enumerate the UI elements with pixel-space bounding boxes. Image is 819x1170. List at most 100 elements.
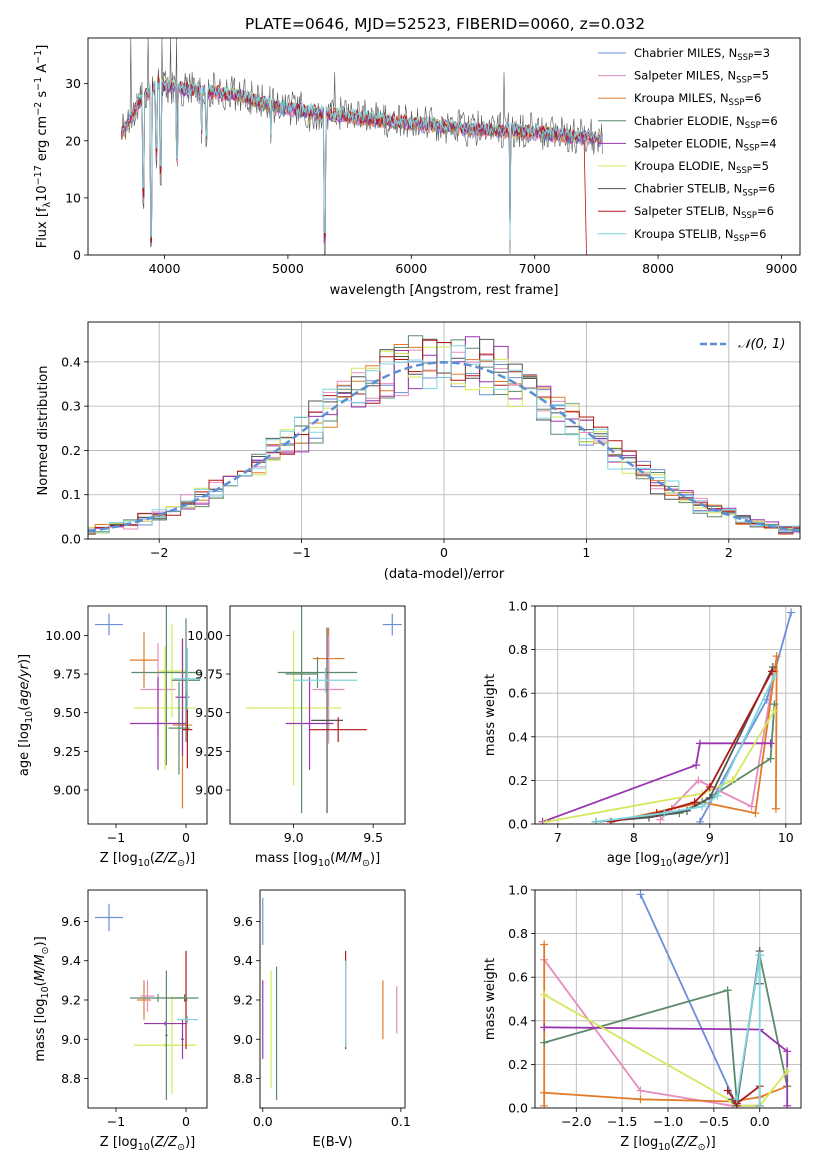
y-tick-label: 9.2: [61, 992, 81, 1007]
x-tick-label: 9.0: [284, 830, 304, 845]
mass-weight-line-3: [543, 944, 788, 1106]
axes-frame: [87, 889, 208, 1109]
mass-weight-marker: [540, 940, 549, 949]
plot-area: [535, 606, 801, 824]
spectrum-line-1: [120, 80, 603, 243]
plot-area: [88, 322, 800, 539]
normal-curve: [88, 361, 800, 533]
legend-label: Kroupa STELIB, NSSP=6: [634, 227, 766, 244]
chart-panel-3: −1 0 9.00 9.25 9.50 9.75 10.00 Z [log10(Z/Z⊙)] a…: [17, 605, 208, 869]
mass-weight-marker: [698, 802, 707, 811]
mass-weight-marker: [747, 802, 756, 811]
y-tick-label: 20: [65, 133, 81, 148]
y-tick-label: 9.50: [53, 705, 81, 720]
legend-label: Kroupa MILES, NSSP=6: [634, 91, 761, 108]
chart-panel-8: −2.0 −1.5 −1.0 −0.5 0.0 0.0 0.2 0.4 0.6 0.8 1.0 Z […: [483, 883, 802, 1153]
x-tick-label: 8: [630, 830, 638, 845]
x-tick-label: −1.5: [607, 1114, 637, 1129]
mass-weight-marker: [694, 776, 703, 785]
x-axis-label: E(B-V): [312, 1135, 352, 1150]
x-tick-label: −2.0: [561, 1114, 591, 1129]
mass-weight-marker: [787, 608, 796, 617]
mass-weight-marker: [591, 817, 600, 824]
figure-title: PLATE=0646, MJD=52523, FIBERID=0060, z=0…: [245, 15, 645, 33]
error-bar-point: [130, 677, 186, 770]
y-tick-label: 0.2: [508, 773, 528, 788]
spectrum-line-8: [120, 75, 603, 255]
x-tick-label: 9: [706, 830, 714, 845]
mass-weight-marker: [695, 739, 704, 748]
y-tick-label: 9.75: [53, 667, 81, 682]
mass-weight-line-3: [610, 655, 778, 823]
x-tick-label: 1: [582, 545, 590, 560]
x-tick-label: 4000: [149, 261, 181, 276]
mass-weight-marker: [656, 815, 665, 824]
x-axis-label: (data-model)/error: [384, 567, 505, 582]
x-tick-label: 9000: [766, 261, 798, 276]
mass-weight-marker: [771, 804, 780, 813]
axes-frame: [87, 37, 801, 256]
y-tick-label: 9.25: [195, 744, 223, 759]
error-bar-point: [165, 970, 168, 1101]
y-tick-label: 8.8: [233, 1071, 253, 1086]
y-axis-label: mass weight: [483, 674, 498, 756]
mass-weight-marker: [783, 1047, 792, 1056]
y-tick-label: 9.4: [233, 953, 253, 968]
typical-error-marker: [95, 903, 123, 932]
plot-area: [245, 606, 402, 814]
x-tick-label: 10: [778, 830, 794, 845]
y-tick-label: 0.4: [508, 1013, 528, 1028]
mass-weight-marker: [766, 754, 775, 763]
chart-panel-2: −2 −1 0 1 2 0.0 0.1 0.2 0.3 0.4 (data-model)/error…: [36, 321, 801, 582]
mass-weight-line-9: [595, 675, 776, 823]
mass-weight-marker: [728, 776, 737, 785]
mass-weight-marker: [713, 791, 722, 800]
mass-weight-marker: [540, 1101, 549, 1108]
mass-weight-marker: [660, 809, 669, 818]
x-tick-label: 6000: [395, 261, 427, 276]
y-tick-label: 0.2: [61, 443, 81, 458]
error-bar-point: [165, 996, 179, 1095]
mass-weight-marker: [636, 1086, 645, 1095]
spectrum-line-7: [121, 38, 603, 255]
error-bar-point: [245, 630, 342, 786]
x-tick-label: 9.5: [363, 830, 383, 845]
mass-weight-marker: [766, 739, 775, 748]
y-tick-label: 9.0: [233, 1032, 253, 1047]
x-axis-label: Z [log10(Z/Z⊙)]: [100, 851, 195, 869]
x-tick-label: −2: [150, 545, 168, 560]
spectrum-line-4: [120, 78, 603, 244]
mass-weight-marker: [636, 1095, 645, 1104]
axes-frame: [534, 889, 802, 1109]
y-tick-label: 9.2: [233, 992, 253, 1007]
y-tick-label: 10.00: [187, 628, 223, 643]
mass-weight-line-9: [735, 955, 761, 1106]
error-bar-point: [181, 1019, 184, 1059]
plot-area: [95, 606, 202, 809]
error-bar-point: [140, 980, 155, 1012]
spectrum-line-6: [121, 77, 603, 244]
mass-weight-marker: [692, 761, 701, 770]
plot-area: [262, 897, 398, 1101]
axes-frame: [259, 889, 406, 1109]
y-tick-label: 0.6: [508, 970, 528, 985]
x-tick-label: 0: [182, 1114, 190, 1129]
mass-weight-marker: [690, 798, 699, 807]
mass-weight-marker: [770, 671, 779, 680]
error-bar-point: [144, 1021, 186, 1026]
y-tick-label: 30: [65, 76, 81, 91]
mass-weight-marker: [783, 1101, 792, 1108]
y-tick-label: 0.4: [61, 354, 81, 369]
axes-frame: [534, 605, 802, 825]
y-tick-label: 10: [65, 190, 81, 205]
y-axis-label: mass weight: [483, 958, 498, 1040]
y-tick-label: 9.00: [53, 782, 81, 797]
y-axis-label: Normed distribution: [36, 366, 51, 496]
y-tick-label: 9.6: [233, 914, 253, 929]
legend-label: Salpeter MILES, NSSP=5: [634, 69, 769, 86]
mass-weight-marker: [768, 667, 777, 676]
axes-frame: [87, 321, 801, 540]
mass-weight-marker: [683, 806, 691, 815]
error-bar-point: [285, 606, 318, 814]
spectrum-line-2: [120, 80, 603, 244]
